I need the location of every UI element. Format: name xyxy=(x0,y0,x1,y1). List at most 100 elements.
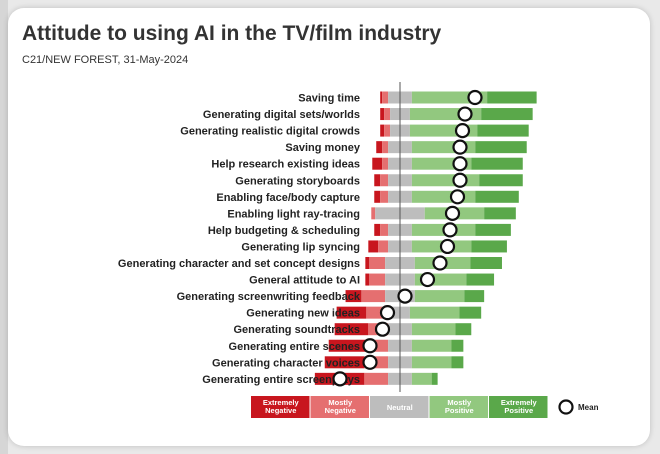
bar-segment-mostly-negative xyxy=(380,190,389,203)
bar-segment-extremely-negative xyxy=(345,290,362,303)
mean-marker xyxy=(452,139,468,155)
bar-segment-extremely-negative xyxy=(365,273,370,286)
mean-marker xyxy=(454,123,471,139)
category-label: Generating character and set concept des… xyxy=(118,258,360,270)
category-label: Enabling light ray-tracing xyxy=(227,208,360,220)
bar-segment-mostly-positive xyxy=(411,190,476,203)
bar-segment-extremely-negative xyxy=(324,356,365,369)
bar-segment-extremely-negative xyxy=(380,124,385,137)
bar-segment-extremely-positive xyxy=(475,190,519,203)
legend-label: Negative xyxy=(325,406,356,415)
bar-segment-mostly-negative xyxy=(364,372,389,385)
bar-segment-extremely-positive xyxy=(484,207,516,220)
legend-label: Positive xyxy=(445,406,474,415)
bar-segment-extremely-negative xyxy=(365,257,370,269)
category-label: Help budgeting & scheduling xyxy=(208,225,360,237)
category-label: General attitude to AI xyxy=(249,275,360,287)
bar-segment-mostly-negative xyxy=(378,240,389,253)
mean-marker xyxy=(332,371,348,387)
mean-marker xyxy=(439,238,456,255)
bar-segment-mostly-positive xyxy=(409,306,460,319)
legend-swatch xyxy=(370,396,429,418)
bar-segment-extremely-positive xyxy=(477,124,529,137)
category-label: Generating lip syncing xyxy=(241,241,360,253)
mean-marker xyxy=(444,205,461,221)
bar-segment-mostly-positive xyxy=(411,372,432,385)
bar-segment-mostly-negative xyxy=(369,257,386,269)
bar-segment-mostly-negative xyxy=(371,207,376,220)
mean-marker xyxy=(397,288,413,304)
legend-swatch xyxy=(310,396,369,418)
bar-segment-mostly-positive xyxy=(411,356,452,369)
legend-label: Mostly xyxy=(328,398,353,407)
bar-segment-extremely-positive xyxy=(470,257,502,269)
category-label: Generating screenwriting feedback xyxy=(177,291,361,303)
bar-segment-mostly-negative xyxy=(382,91,389,104)
page-background xyxy=(0,0,8,454)
bar-segment-extremely-positive xyxy=(431,372,438,385)
legend-mean-marker xyxy=(558,399,574,415)
bar-segment-extremely-positive xyxy=(471,240,507,253)
bar-segment-mostly-negative xyxy=(380,174,389,187)
mean-marker xyxy=(442,222,458,238)
bar-segment-extremely-positive xyxy=(455,323,472,336)
legend-label: Extremely xyxy=(501,398,538,407)
mean-marker xyxy=(362,354,378,370)
mean-marker xyxy=(432,255,448,271)
legend-label: Neutral xyxy=(387,403,413,412)
category-label: Generating entire screenplays xyxy=(202,374,360,386)
bar-segment-extremely-positive xyxy=(481,108,533,121)
mean-marker xyxy=(362,338,378,354)
bar-segment-extremely-positive xyxy=(451,339,464,352)
bar-segment-extremely-negative xyxy=(334,323,369,336)
legend-label: Positive xyxy=(504,406,533,415)
mean-marker xyxy=(457,106,473,122)
category-label: Generating digital sets/worlds xyxy=(203,109,360,121)
bar-segment-extremely-negative xyxy=(328,339,369,352)
legend-swatch xyxy=(489,396,548,418)
category-label: Generating new ideas xyxy=(246,308,360,320)
bar-segment-extremely-positive xyxy=(475,223,511,236)
legend-mean-label: Mean xyxy=(578,403,599,412)
bar-segment-mostly-negative xyxy=(384,108,391,121)
mean-marker xyxy=(449,189,466,205)
bar-segment-mostly-positive xyxy=(411,323,456,336)
bar-segment-extremely-positive xyxy=(464,290,485,303)
bar-segment-mostly-negative xyxy=(382,141,389,154)
mean-marker xyxy=(374,321,391,337)
legend-label: Mostly xyxy=(447,398,472,407)
bar-segment-mostly-negative xyxy=(384,124,391,137)
bar-segment-extremely-negative xyxy=(376,141,383,154)
bar-segment-extremely-negative xyxy=(380,108,385,121)
bar-segment-mostly-positive xyxy=(411,339,452,352)
category-label: Help research existing ideas xyxy=(211,159,360,171)
bar-segment-extremely-positive xyxy=(475,141,527,154)
bar-segment-extremely-positive xyxy=(466,273,495,286)
chart-subtitle: C21/NEW FOREST, 31-May-2024 xyxy=(22,54,189,66)
category-label: Saving money xyxy=(285,142,360,154)
category-label: Generating realistic digital crowds xyxy=(180,126,360,138)
bar-segment-extremely-positive xyxy=(471,157,523,170)
mean-marker xyxy=(419,271,436,288)
bar-segment-extremely-negative xyxy=(374,190,381,203)
mean-marker xyxy=(467,89,483,106)
bar-segment-extremely-negative xyxy=(368,240,379,253)
bar-segment-extremely-negative xyxy=(336,306,367,319)
legend-label: Extremely xyxy=(263,398,300,407)
bar-segment-extremely-positive xyxy=(479,174,523,187)
mean-marker xyxy=(379,305,396,321)
legend-swatch xyxy=(429,396,488,418)
mean-marker xyxy=(452,156,468,172)
legend-swatch xyxy=(251,396,310,418)
bar-segment-extremely-negative xyxy=(374,174,381,187)
bar-segment-mostly-positive xyxy=(414,290,465,303)
bar-segment-mostly-negative xyxy=(361,290,386,303)
bar-segment-mostly-negative xyxy=(369,273,386,286)
bar-segment-extremely-positive xyxy=(459,306,482,319)
bar-segment-mostly-negative xyxy=(382,157,389,170)
category-label: Generating character voices xyxy=(212,357,360,369)
mean-marker xyxy=(452,172,468,188)
category-label: Saving time xyxy=(298,93,360,105)
category-label: Generating entire scenes xyxy=(229,341,360,353)
